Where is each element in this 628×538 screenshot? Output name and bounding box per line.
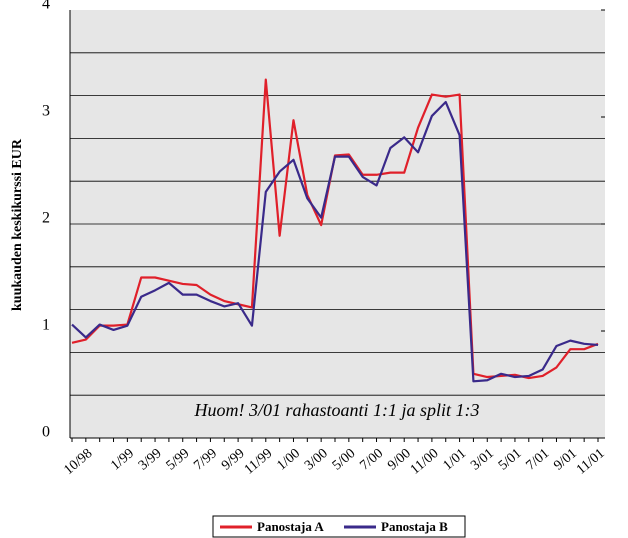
x-tick-label: 11/99: [242, 446, 276, 478]
legend-box: [212, 515, 466, 538]
x-tick-label: 10/98: [61, 446, 95, 478]
x-tick-label: 1/99: [108, 446, 137, 473]
x-tick-label: 1/00: [274, 446, 303, 473]
x-tick-label: 7/99: [191, 446, 220, 473]
x-tick-label: 11/01: [574, 446, 608, 478]
annotation: Huom! 3/01 rahastoanti 1:1 ja split 1:3: [193, 400, 479, 420]
x-tick-label: 3/99: [136, 446, 165, 473]
x-tick-label: 3/01: [468, 446, 497, 473]
y-axis-label: kuukauden keskikurssi EUR: [10, 138, 25, 311]
x-tick-label: 3/00: [302, 446, 331, 473]
x-tick-label: 5/99: [164, 446, 193, 473]
y-tick-label: 2: [42, 210, 50, 227]
x-tick-label: 5/01: [496, 446, 525, 473]
y-tick-label: 0: [42, 424, 50, 441]
y-tick-label: 1: [42, 317, 50, 334]
x-tick-label: 7/01: [524, 446, 553, 473]
legend: Panostaja A Panostaja B: [212, 515, 466, 538]
x-tick-label: 7/00: [357, 446, 386, 473]
series-line: [71, 100, 599, 383]
y-tick-label: 4: [42, 0, 50, 13]
x-tick-label: 11/00: [408, 446, 442, 478]
x-tick-label: 1/01: [441, 446, 470, 473]
x-tick-label: 5/00: [330, 446, 359, 473]
y-tick-label: 3: [42, 103, 50, 120]
legend-label: Panostaja B: [381, 519, 448, 534]
legend-label: Panostaja A: [257, 519, 324, 534]
